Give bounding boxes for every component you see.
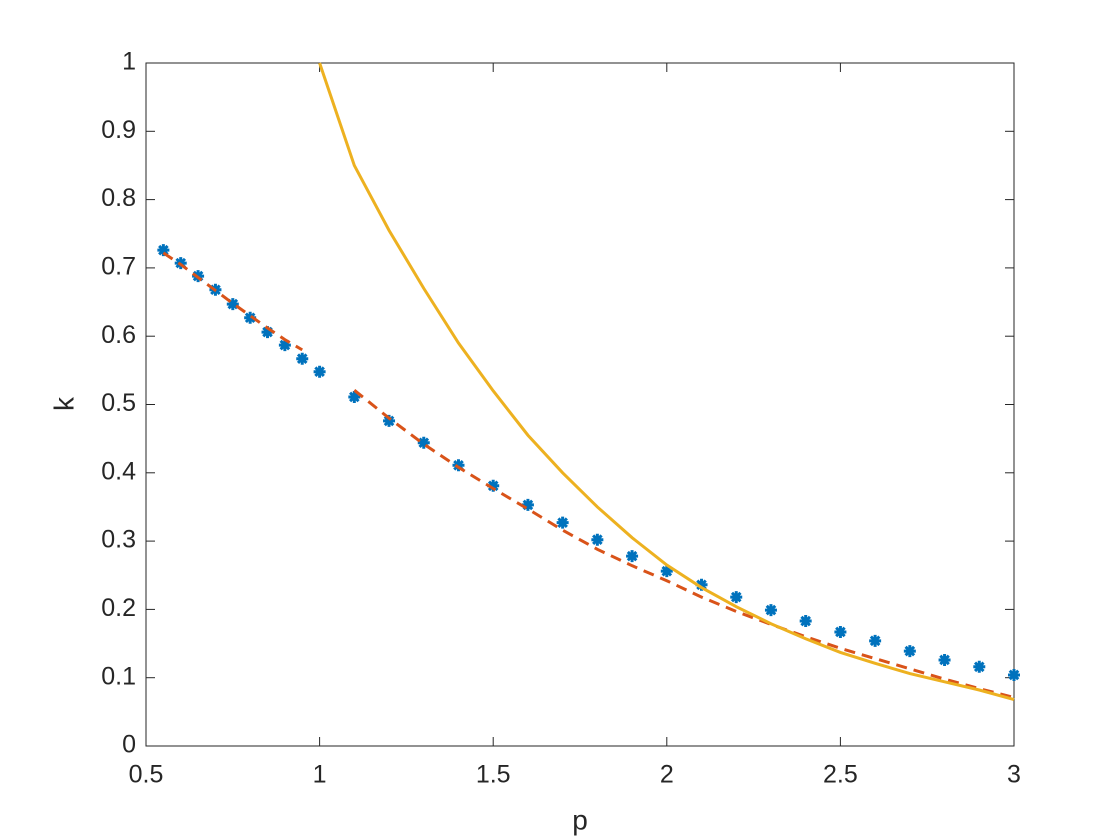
series-line: [162, 251, 1015, 699]
x-tick-label: 0.5: [129, 761, 164, 789]
x-tick-label: 2.5: [823, 761, 858, 789]
y-tick-label: 0.3: [101, 526, 136, 554]
asterisk-marker: [157, 244, 170, 257]
asterisk-marker: [487, 479, 500, 492]
y-tick-label: 0.5: [101, 389, 136, 417]
asterisk-marker: [226, 298, 239, 311]
asterisk-marker: [244, 311, 257, 324]
plot-box: [145, 62, 1015, 747]
asterisk-marker: [348, 390, 361, 403]
y-tick-label: 0.1: [101, 662, 136, 690]
asterisk-marker: [591, 533, 604, 546]
y-tick-label: 0.8: [101, 184, 136, 212]
asterisk-marker: [799, 615, 812, 628]
asterisk-marker: [313, 365, 326, 378]
asterisk-marker: [764, 604, 777, 617]
y-tick-label: 0.2: [101, 594, 136, 622]
asterisk-marker: [383, 414, 396, 427]
y-axis-label: k: [48, 396, 79, 411]
y-tick-label: 0: [122, 731, 136, 759]
y-tick-label: 0.9: [101, 116, 136, 144]
y-tick-label: 0.4: [101, 457, 136, 485]
x-tick-label: 1.5: [476, 761, 511, 789]
x-tick-label: 2: [660, 761, 674, 789]
x-tick-label: 3: [1007, 761, 1021, 789]
asterisk-marker: [556, 516, 569, 529]
y-tick-label: 0.7: [101, 253, 136, 281]
asterisk-marker: [695, 578, 708, 591]
y-tick-label: 0.6: [101, 321, 136, 349]
asterisk-marker: [521, 498, 534, 511]
x-tick-label: 1: [313, 761, 327, 789]
asterisk-marker: [296, 352, 309, 365]
asterisk-marker: [261, 326, 274, 339]
asterisk-marker: [869, 634, 882, 647]
asterisk-marker: [1008, 668, 1020, 681]
asterisk-marker: [452, 459, 465, 472]
asterisk-marker: [834, 625, 847, 638]
asterisk-marker: [417, 436, 430, 449]
asterisk-marker: [973, 660, 986, 673]
asterisk-marker: [626, 550, 639, 563]
asterisk-marker: [730, 591, 743, 604]
x-axis-label: p: [572, 804, 588, 835]
asterisk-marker: [278, 339, 291, 352]
asterisk-marker: [903, 645, 916, 658]
asterisk-marker: [938, 653, 951, 666]
y-tick-label: 1: [122, 48, 136, 76]
asterisk-marker: [660, 565, 673, 578]
series-line: [318, 62, 1015, 702]
